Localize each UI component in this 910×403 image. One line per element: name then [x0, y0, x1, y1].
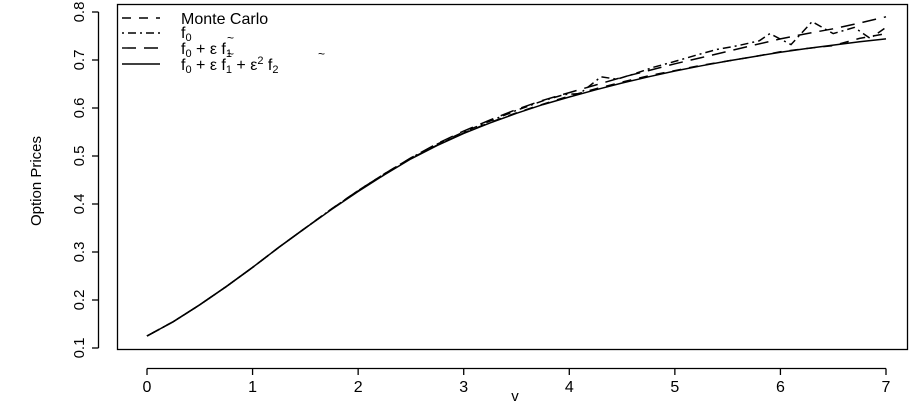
- axes: 0 1 2 3 4 5 6 7 0.1 0.2 0.3 0.4 0.5 0.6 0.7 0.8: [71, 2, 909, 396]
- x-axis-ticks: 0 1 2 3 4 5 6 7: [143, 368, 891, 396]
- series-line-2: [146, 20, 887, 337]
- y-tick-label: 0.1: [71, 338, 88, 359]
- legend-label-f0-eps-f1: f0 + ε f1: [181, 41, 232, 60]
- legend-label-monte-carlo: Monte Carlo: [181, 11, 268, 28]
- y-tick-label: 0.8: [71, 2, 88, 23]
- x-tick-label: 5: [670, 379, 679, 396]
- series-layer: [146, 16, 887, 337]
- y-axis-ticks: 0.1 0.2 0.3 0.4 0.5 0.6 0.7 0.8: [71, 2, 99, 359]
- y-tick-label: 0.7: [71, 50, 88, 71]
- x-tick-label: 2: [354, 379, 363, 396]
- series-line-3: [146, 16, 887, 337]
- plot-frame: [116, 3, 909, 351]
- legend-label-f0-eps-f1-eps2-f2: f0 + ε f1 + ε2 f2: [181, 55, 278, 76]
- legend: Monte Carlo f0 f0 + ε f1 ~ f0 + ε f1 + ε…: [122, 11, 325, 76]
- x-tick-label: 4: [565, 379, 574, 396]
- y-axis-title: Option Prices: [28, 136, 45, 226]
- y-tick-label: 0.3: [71, 242, 88, 263]
- legend-tilde-f1-second: ~: [227, 47, 234, 61]
- x-tick-label: 1: [248, 379, 257, 396]
- y-tick-label: 0.4: [71, 194, 88, 215]
- legend-tilde-f2: ~: [318, 47, 325, 61]
- series-line-4: [146, 38, 887, 337]
- x-tick-label: 0: [143, 379, 152, 396]
- x-tick-label: 6: [776, 379, 785, 396]
- x-axis-title: v: [511, 388, 519, 403]
- y-tick-label: 0.5: [71, 146, 88, 167]
- legend-label-f0: f0: [181, 25, 192, 44]
- x-tick-label: 3: [459, 379, 468, 396]
- y-tick-label: 0.6: [71, 98, 88, 119]
- series-line-1: [146, 32, 887, 337]
- legend-tilde-f1: ~: [227, 31, 234, 45]
- y-tick-label: 0.2: [71, 290, 88, 311]
- x-tick-label: 7: [882, 379, 891, 396]
